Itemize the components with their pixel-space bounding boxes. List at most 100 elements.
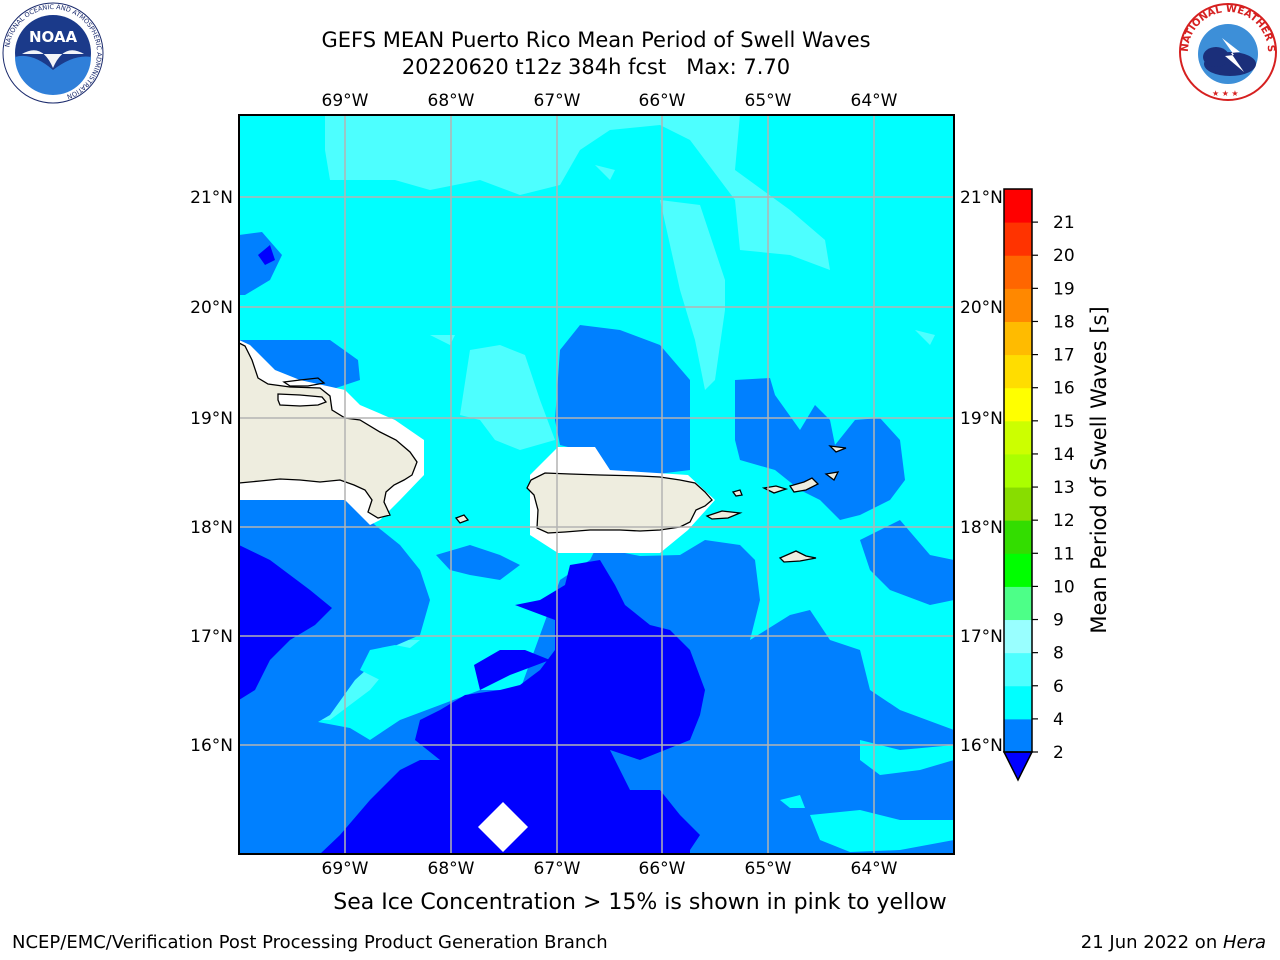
swell-band-6-8 [860,740,954,775]
lat-label: 20°N [190,298,233,318]
swell-band-2-4 [474,650,550,690]
lon-label: 64°W [851,859,898,879]
colorbar-tick-label: 20 [1053,246,1075,266]
colorbar-tick-label: 16 [1053,379,1075,399]
colorbar-tick-label: 19 [1053,279,1075,299]
lat-label: 17°N [190,627,233,647]
colorbar-tick-label: 18 [1053,312,1075,332]
footer-credit: NCEP/EMC/Verification Post Processing Pr… [12,932,608,953]
colorbar-tick-label: 12 [1053,511,1075,531]
swell-band-4-6 [555,325,690,475]
colorbar-segment [1004,321,1032,356]
colorbar: 2 4 6 8 9 10 11 12 13 14 15 16 17 18 19 20 21 [1002,188,1075,782]
lon-label: 67°W [534,859,581,879]
swell-band-6-8 [810,810,954,852]
lat-labels-right: 21°N 20°N 19°N 18°N 17°N 16°N [960,188,1003,756]
colorbar-tick-label: 15 [1053,412,1075,432]
colorbar-segment [1004,718,1032,753]
lon-label: 66°W [639,859,686,879]
lat-labels-left: 21°N 20°N 19°N 18°N 17°N 16°N [190,188,233,756]
colorbar-segment [1004,255,1032,289]
lat-label: 21°N [190,188,233,208]
colorbar-segment [1004,453,1032,488]
mona-island [454,514,470,524]
swell-band-8-10 [915,330,935,345]
lon-label: 66°W [639,91,686,111]
colorbar-tick-label: 13 [1053,478,1075,498]
swell-band-4-6 [860,520,954,605]
colorbar-segment [1004,619,1032,654]
noaa-logo: NATIONAL OCEANIC AND ATMOSPHERIC ADMINIS… [2,2,104,104]
colorbar-tick-label: 11 [1053,544,1075,564]
lat-label: 21°N [960,188,1003,208]
lon-label: 65°W [745,859,792,879]
colorbar-tick-label: 4 [1053,710,1064,730]
colorbar-segment [1004,553,1032,587]
colorbar-tick-label: 21 [1053,213,1075,233]
colorbar-tick-label: 6 [1053,677,1064,697]
tortuga-island [282,377,326,387]
nws-logo: NATIONAL WEATHER SERVICE ★ ★ ★ [1178,2,1277,101]
colorbar-segment [1004,288,1032,322]
lon-labels-bottom: 69°W 68°W 67°W 66°W 65°W 64°W [322,859,898,879]
lat-label: 16°N [190,736,233,756]
lat-label: 19°N [960,409,1003,429]
noaa-wordmark: NOAA [29,28,78,46]
lon-label: 68°W [428,91,475,111]
swell-band-8-10 [430,335,455,345]
colorbar-segment [1004,354,1032,389]
chart-title: GEFS MEAN Puerto Rico Mean Period of Swe… [321,28,871,52]
lat-label: 19°N [190,409,233,429]
lon-labels-top: 69°W 68°W 67°W 66°W 65°W 64°W [322,91,898,111]
map-frame [238,114,955,855]
hispaniola-north-coast [277,393,328,407]
colorbar-tick-label: 14 [1053,445,1075,465]
hispaniola-land [239,342,418,519]
lat-label: 17°N [960,627,1003,647]
colorbar-segment [1004,685,1032,720]
colorbar-segment [1004,586,1032,621]
swell-band-8-10 [595,165,615,180]
vieques-island [705,510,743,520]
swell-band-6-8 [780,795,805,808]
virgin-islands [761,445,847,494]
swell-band-2-4 [239,545,332,700]
colorbar-segment [1004,487,1032,521]
sea-ice-note: Sea Ice Concentration > 15% is shown in … [333,890,947,915]
lat-label: 20°N [960,298,1003,318]
colorbar-tick-label: 17 [1053,346,1075,366]
lon-label: 64°W [851,91,898,111]
footer-date-text: 21 Jun 2022 on [1080,932,1223,953]
gridlines [239,115,954,854]
footer-date: 21 Jun 2022 on Hera [1081,932,1266,953]
lon-label: 65°W [745,91,792,111]
colorbar-tick-label: 10 [1053,577,1075,597]
colorbar-tick-label: 2 [1053,743,1064,763]
lat-label: 16°N [960,736,1003,756]
chart-subtitle: 20220620 t12z 384h fcst Max: 7.70 [401,55,791,79]
swell-band-4-6 [735,378,905,520]
lon-label: 69°W [322,91,369,111]
footer-machine: Hera [1222,932,1266,953]
swell-band-2-4 [258,245,275,265]
puerto-rico-land [526,472,713,534]
swell-band-2-4 [620,815,660,850]
lon-label: 68°W [428,859,475,879]
masked-area [478,802,528,852]
swell-band-6-8 [360,645,420,680]
colorbar-tick-label: 8 [1053,644,1064,664]
colorbar-segment [1004,652,1032,687]
lon-label: 67°W [534,91,581,111]
colorbar-segment [1004,222,1032,256]
svg-text:★ ★ ★: ★ ★ ★ [1212,89,1239,98]
colorbar-under-extension [1002,751,1034,782]
lat-label: 18°N [960,518,1003,538]
swell-band-4-6 [436,545,520,580]
swell-band-8-10 [660,200,725,390]
swell-band-4-6 [239,232,282,295]
colorbar-segment [1004,420,1032,455]
contour-fill-layer [239,115,954,854]
swell-band-4-6 [680,580,692,590]
colorbar-frame [1003,188,1033,753]
